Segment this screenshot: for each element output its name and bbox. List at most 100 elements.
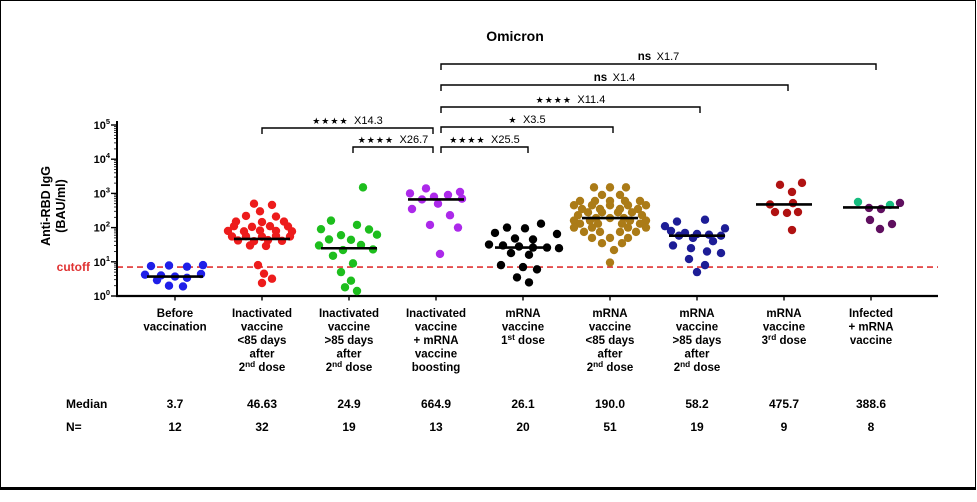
group-label-line: boosting: [412, 362, 461, 374]
data-point: [233, 236, 243, 245]
data-point: [702, 247, 712, 256]
data-point: [720, 224, 730, 233]
data-point: [453, 223, 463, 232]
data-point: [605, 201, 615, 210]
significance-bracket: [440, 63, 877, 70]
y-tick-label: 103: [94, 185, 110, 200]
data-point: [512, 273, 522, 282]
n-value: 9: [781, 420, 788, 434]
data-point: [421, 184, 431, 193]
y-axis-label-line1: Anti-RBD IgG: [39, 166, 53, 246]
group-label-line: Inactivated: [232, 308, 292, 320]
data-point: [700, 260, 710, 270]
n-value: 12: [168, 420, 182, 434]
data-point: [271, 212, 281, 221]
data-point: [635, 196, 645, 206]
significance-label: ★★★★ X26.7: [358, 134, 429, 146]
data-point: [164, 261, 174, 270]
group-label-line: after: [250, 349, 275, 361]
data-point: [435, 249, 445, 259]
data-point: [597, 190, 607, 200]
data-point: [554, 243, 564, 253]
data-point: [146, 261, 156, 271]
data-point: [692, 267, 702, 277]
data-point: [587, 223, 597, 232]
data-point: [518, 262, 528, 272]
y-tick-label: 100: [94, 288, 110, 303]
data-point: [595, 227, 605, 237]
data-point: [623, 223, 633, 232]
data-point: [668, 241, 678, 250]
group-label-line: + mRNA: [848, 322, 893, 334]
data-point: [257, 278, 267, 288]
data-point: [782, 208, 792, 218]
n-value: 19: [342, 420, 356, 434]
median-value: 664.9: [421, 397, 451, 411]
data-point: [641, 201, 651, 210]
y-tick-label: 102: [94, 220, 110, 235]
median-value: 24.9: [337, 397, 361, 411]
data-point: [364, 225, 374, 234]
significance-bracket: [352, 146, 434, 153]
significance-bracket: [261, 127, 434, 134]
data-point: [528, 235, 538, 244]
significance-label: ns X1.7: [638, 51, 680, 63]
data-point: [623, 201, 633, 210]
data-point: [532, 265, 542, 274]
n-value: 32: [255, 420, 269, 434]
data-point: [178, 282, 188, 291]
data-point: [609, 245, 619, 255]
significance-bracket: [440, 126, 614, 133]
significance-label: ★★★★ X14.3: [312, 115, 383, 127]
median-value: 58.2: [685, 397, 709, 411]
significance-label: ★ X3.5: [508, 114, 545, 126]
group-label-line: vaccine: [415, 322, 457, 334]
data-point: [328, 251, 338, 260]
group-label-line: vaccine: [763, 322, 805, 334]
data-point: [241, 211, 251, 221]
group-label-line: mRNA: [679, 308, 714, 320]
data-point: [164, 281, 174, 290]
group-label-line: 2nd dose: [239, 360, 286, 374]
significance-label: ★★★★ X25.5: [449, 134, 520, 146]
data-point: [775, 180, 785, 190]
n-value: 51: [603, 420, 617, 434]
data-point: [613, 208, 623, 217]
data-point: [875, 224, 885, 234]
group-label-line: Inactivated: [406, 308, 466, 320]
data-point: [255, 207, 265, 216]
data-point: [700, 215, 710, 224]
chart-title: Omicron: [486, 28, 544, 44]
significance-bracket: [440, 106, 701, 113]
data-point: [589, 183, 599, 192]
data-point: [605, 233, 615, 243]
data-point: [615, 190, 625, 200]
data-point: [253, 260, 263, 270]
data-point: [793, 207, 803, 217]
y-axis-label-line2: (BAU/ml): [54, 179, 68, 232]
group-label-line: vaccine: [502, 322, 544, 334]
data-point: [617, 238, 627, 248]
data-point: [324, 235, 334, 244]
cutoff-label: cutoff: [57, 260, 91, 274]
group-label-line: 1st dose: [501, 333, 545, 347]
data-point: [641, 223, 651, 232]
data-point: [259, 269, 269, 278]
data-point: [496, 260, 506, 270]
data-point: [615, 227, 625, 237]
data-point: [261, 241, 271, 251]
data-point: [617, 219, 627, 228]
group-label-line: after: [685, 349, 710, 361]
significance-bracket: [440, 84, 789, 91]
data-point: [660, 221, 670, 231]
data-point: [552, 229, 562, 239]
y-tick-label: 105: [94, 117, 110, 132]
data-point: [770, 207, 780, 217]
group-label-line: <85 days: [586, 335, 635, 347]
data-point: [605, 183, 615, 192]
data-point: [536, 219, 546, 228]
data-point: [490, 228, 500, 238]
median-value: 388.6: [856, 397, 886, 411]
group-label-line: 3rd dose: [762, 333, 807, 347]
